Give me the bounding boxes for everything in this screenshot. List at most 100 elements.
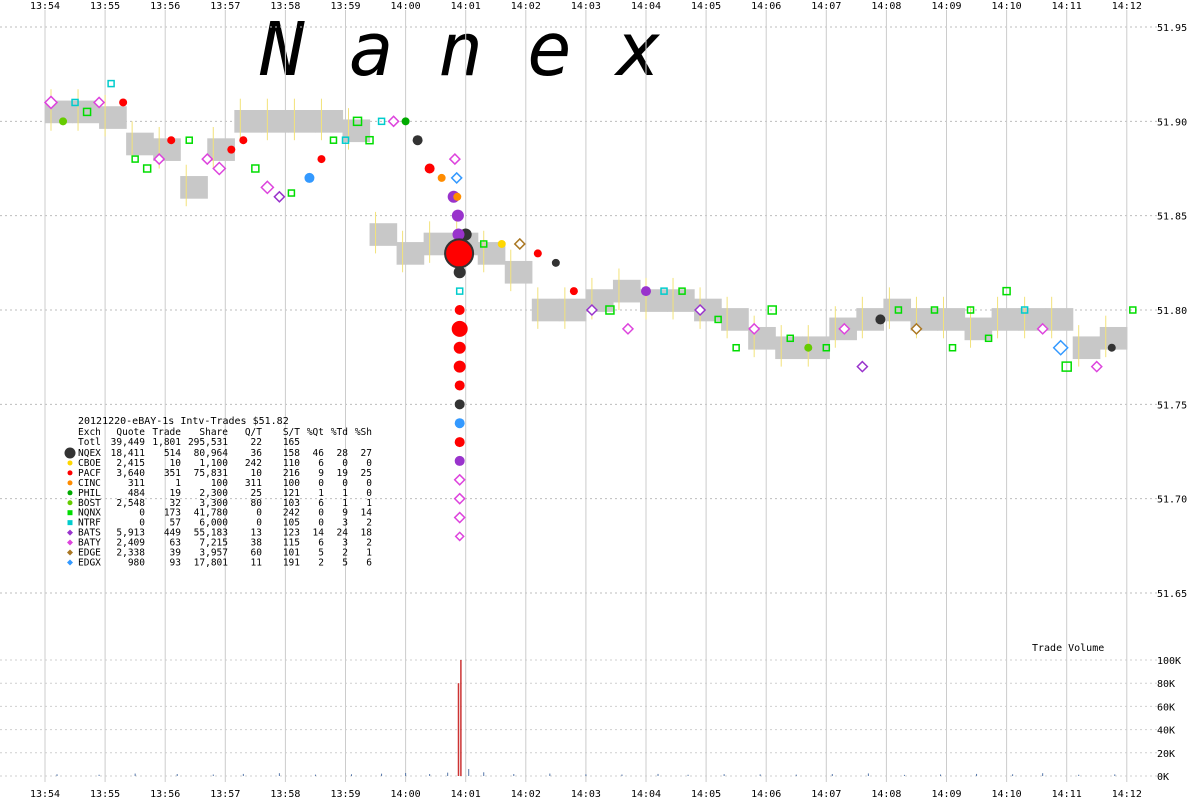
legend-cell: 2,300	[199, 488, 228, 499]
legend-cell: 115	[283, 538, 300, 549]
legend-cell: 6	[318, 498, 324, 509]
trade-marker	[1002, 286, 1011, 296]
trade-marker	[984, 334, 993, 343]
trade-marker	[453, 473, 466, 486]
nbbo-segment	[288, 110, 317, 133]
legend-header: Quote	[116, 427, 145, 438]
trade-marker	[454, 399, 465, 410]
nbbo-segment	[721, 308, 749, 331]
volume-tick-label: 20K	[1157, 749, 1175, 760]
legend-cell: 1	[366, 498, 372, 509]
legend-cell: 9	[342, 508, 348, 519]
legend-cell: 1	[318, 488, 324, 499]
legend-cell: 19	[170, 488, 182, 499]
nbbo-segment	[369, 223, 398, 246]
trade-marker	[786, 334, 794, 343]
legend-total-cell: 39,449	[111, 437, 146, 448]
legend-cell: 6,000	[199, 518, 228, 529]
nbbo-segment	[964, 317, 993, 341]
trade-marker	[424, 163, 435, 174]
trade-marker	[453, 492, 466, 505]
nbbo-segment	[802, 336, 830, 360]
legend-cell: 449	[164, 528, 181, 539]
legend-cell: 100	[283, 478, 300, 489]
legend-cell: 484	[128, 488, 145, 499]
trade-marker	[260, 180, 275, 195]
nbbo-segment	[396, 242, 425, 265]
legend-cell: 100	[211, 478, 228, 489]
legend-marker	[67, 559, 73, 566]
legend: 20121220-eBAY-1s Intv-Trades $51.82 Exch…	[64, 416, 372, 568]
legend-total-cell: 22	[251, 437, 262, 448]
nbbo-segment	[99, 106, 127, 129]
trade-marker	[452, 228, 465, 241]
trade-marker	[551, 258, 560, 267]
legend-cell: 2	[366, 538, 372, 549]
legend-cell: 121	[283, 488, 300, 499]
nbbo-segment	[1099, 326, 1128, 350]
legend-cell: 93	[170, 557, 181, 568]
x-tick-label-top: 14:07	[811, 1, 841, 12]
trade-marker	[185, 136, 193, 144]
y-tick-label: 51.80	[1157, 306, 1187, 317]
x-tick-label-bottom: 14:12	[1112, 789, 1142, 800]
x-tick-label-bottom: 14:04	[631, 789, 661, 800]
nbbo-segment	[991, 308, 1020, 331]
legend-marker	[67, 490, 73, 496]
volume-bars	[56, 660, 1116, 776]
legend-cell: 3,640	[116, 468, 145, 479]
legend-cell: 0	[366, 488, 372, 499]
trade-marker	[71, 98, 79, 107]
trade-marker	[304, 172, 315, 183]
volume-tick-label: 60K	[1157, 702, 1175, 713]
legend-cell: 2,415	[116, 458, 145, 469]
legend-header: Exch	[78, 427, 101, 438]
y-tick-label: 51.85	[1157, 212, 1187, 223]
legend-cell: 0	[139, 518, 145, 529]
watermark: N a n e x	[259, 7, 661, 93]
legend-cell: 0	[342, 458, 348, 469]
trade-marker	[448, 153, 461, 166]
legend-cell: 0	[366, 478, 372, 489]
nbbo-segment	[856, 308, 884, 331]
legend-cell: 27	[361, 448, 372, 459]
trade-marker	[1129, 306, 1137, 314]
trade-marker	[569, 287, 578, 296]
legend-cell: 2	[318, 557, 324, 568]
trade-marker	[605, 305, 615, 315]
x-tick-label-top: 14:01	[451, 1, 481, 12]
x-tick-label-bottom: 14:02	[511, 789, 541, 800]
legend-cell: 28	[337, 448, 349, 459]
nbbo-segment	[1072, 336, 1101, 360]
trade-marker	[732, 343, 740, 352]
trade-marker	[153, 153, 166, 166]
trade-marker	[875, 314, 886, 325]
trade-marker	[107, 79, 115, 88]
trade-marker	[453, 511, 466, 524]
trade-marker	[239, 136, 248, 145]
x-tick-label-top: 14:05	[691, 1, 721, 12]
legend-total-cell: 165	[283, 437, 300, 448]
x-tick-label-bottom: 14:01	[451, 789, 481, 800]
legend-cell: 351	[164, 468, 181, 479]
x-tick-label-bottom: 13:54	[30, 789, 60, 800]
x-tick-label-top: 14:11	[1052, 1, 1082, 12]
trade-marker	[212, 161, 227, 176]
x-tick-label-top: 14:08	[871, 1, 901, 12]
legend-header: %Sh	[355, 427, 372, 438]
legend-cell: 311	[128, 478, 145, 489]
legend-cell: 5	[318, 548, 324, 559]
legend-cell: 25	[251, 488, 262, 499]
trade-marker	[894, 306, 903, 314]
nbbo-band	[45, 89, 1128, 367]
x-tick-label-bottom: 14:08	[871, 789, 901, 800]
x-tick-label-top: 14:04	[631, 1, 661, 12]
nbbo-segment	[315, 110, 344, 133]
trade-marker	[513, 237, 526, 251]
x-tick-label-bottom: 13:56	[150, 789, 180, 800]
x-tick-label-top: 13:59	[330, 1, 360, 12]
nbbo-segment	[1018, 308, 1047, 331]
legend-cell: 0	[318, 508, 324, 519]
volume-tick-label: 0K	[1157, 772, 1169, 783]
